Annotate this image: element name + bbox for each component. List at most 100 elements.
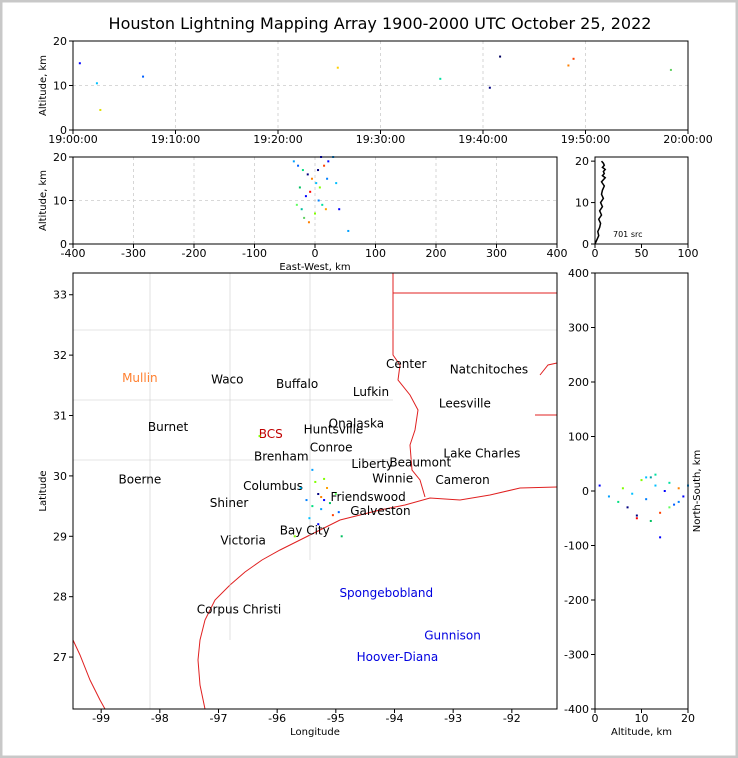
source-point — [78, 62, 81, 65]
map-outlines — [72, 273, 558, 710]
source-point — [677, 487, 680, 490]
source-point — [645, 498, 648, 501]
place-label: Friendswood — [330, 490, 405, 504]
source-point — [654, 484, 657, 487]
place-label: Victoria — [220, 534, 266, 548]
source-point — [324, 208, 327, 211]
x-tick-label: -94 — [386, 712, 404, 725]
source-point — [488, 86, 491, 89]
source-point — [635, 514, 638, 517]
x-axis-label: Longitude — [290, 727, 340, 738]
place-label: Boerne — [119, 473, 162, 487]
place-label: Onalaska — [329, 416, 384, 430]
source-point — [311, 468, 314, 471]
source-point — [598, 484, 601, 487]
y-tick-label: 20 — [575, 155, 589, 168]
place-label: Huntsville — [304, 422, 364, 436]
x-tick-label: -300 — [121, 247, 146, 260]
y-tick-label: -400 — [564, 703, 589, 716]
source-point — [295, 203, 298, 206]
source-point — [326, 486, 329, 489]
x-tick-label: -98 — [151, 712, 169, 725]
source-point — [309, 190, 312, 193]
source-point — [307, 221, 310, 224]
y-tick-label: -200 — [564, 594, 589, 607]
y-axis-label: Altitude, km — [38, 55, 49, 116]
y-axis-label: Altitude, km — [38, 170, 49, 231]
x-tick-label: 19:10:00 — [151, 133, 200, 146]
chart-title: Houston Lightning Mapping Array 1900-200… — [109, 14, 652, 33]
place-label: Galveston — [350, 504, 410, 518]
place-label: Hoover-Diana — [357, 650, 439, 664]
source-point — [572, 57, 575, 60]
source-point — [99, 108, 102, 111]
source-point — [649, 476, 652, 479]
source-point — [567, 64, 570, 67]
source-point — [340, 535, 343, 538]
source-point — [258, 435, 261, 438]
y-tick-label: 10 — [53, 195, 67, 208]
source-point — [645, 476, 648, 479]
source-point — [321, 203, 324, 206]
source-point — [308, 517, 311, 520]
place-label: Beaumont — [389, 456, 451, 470]
y-tick-label: -300 — [564, 649, 589, 662]
state-border — [535, 362, 558, 416]
x-tick-label: -96 — [268, 712, 286, 725]
source-point — [323, 477, 326, 480]
source-point — [301, 169, 304, 172]
place-label: Mullin — [122, 371, 158, 385]
y-tick-label: 0 — [60, 238, 67, 251]
y-tick-label: 400 — [568, 267, 589, 280]
coastline — [197, 486, 558, 710]
source-point — [334, 493, 337, 496]
source-point — [631, 492, 634, 495]
source-point — [320, 508, 323, 511]
source-point — [668, 506, 671, 509]
source-point — [663, 490, 666, 492]
place-label: Center — [386, 357, 426, 371]
place-label: Spongebobland — [339, 586, 433, 600]
x-tick-label: -99 — [92, 712, 110, 725]
y-tick-label: 32 — [53, 349, 67, 362]
x-axis-label: East-West, km — [279, 262, 350, 273]
y-tick-label: 20 — [53, 35, 67, 48]
x-tick-label: -200 — [182, 247, 207, 260]
plot-frame — [72, 40, 689, 131]
y-tick-label: 100 — [568, 431, 589, 444]
source-point — [682, 495, 685, 498]
source-point — [659, 511, 662, 514]
source-point — [635, 517, 638, 520]
source-point — [336, 66, 339, 69]
y-tick-label: 10 — [53, 80, 67, 93]
source-point — [300, 208, 303, 211]
place-label: Lake Charles — [443, 447, 520, 461]
x-tick-label: 19:40:00 — [458, 133, 507, 146]
plot-frame — [72, 156, 558, 245]
y-tick-label: 27 — [53, 651, 67, 664]
source-point — [314, 212, 316, 215]
plot-frame — [594, 272, 689, 710]
y-tick-label: 33 — [53, 289, 67, 302]
source-point — [317, 199, 320, 202]
place-label: Liberty — [351, 457, 393, 471]
place-label: Conroe — [310, 441, 353, 455]
y-tick-label: 300 — [568, 322, 589, 335]
source-count: 701 src — [613, 230, 643, 239]
source-point — [499, 55, 502, 58]
source-point — [306, 173, 309, 176]
source-point — [292, 160, 295, 163]
altitude-histogram — [594, 160, 607, 245]
source-point — [317, 493, 320, 496]
x-tick-label: 19:50:00 — [561, 133, 610, 146]
source-point — [668, 481, 671, 484]
source-point — [314, 480, 317, 483]
x-tick-label: 300 — [486, 247, 507, 260]
place-label: Lufkin — [353, 385, 389, 399]
source-point — [318, 186, 321, 189]
source-point — [669, 68, 672, 71]
source-point — [323, 499, 326, 502]
x-tick-label: -97 — [210, 712, 228, 725]
x-tick-label: -400 — [61, 247, 86, 260]
